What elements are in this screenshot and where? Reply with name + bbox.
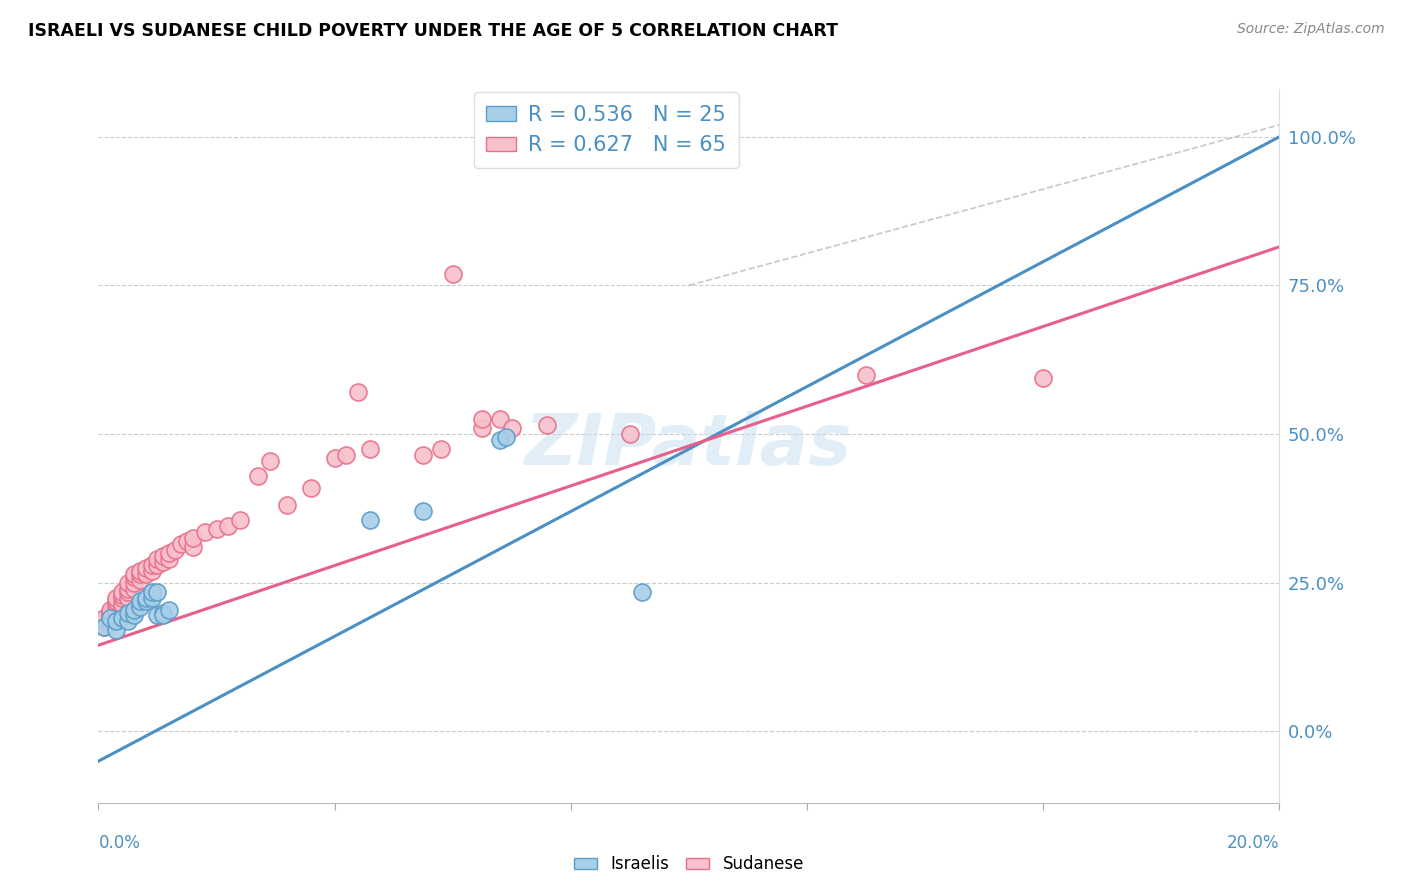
Point [412,504,434,518]
Point [141,584,163,599]
Point [135,593,157,607]
Point [111,588,134,602]
Point [111,597,134,611]
Point [157,602,180,616]
Text: ZIPatlas: ZIPatlas [526,411,852,481]
Point [128,566,150,581]
Text: 0.0%: 0.0% [98,834,141,852]
Point [229,513,252,527]
Point [146,584,169,599]
Point [181,531,204,545]
Point [105,597,128,611]
Point [98,602,121,616]
Point [259,454,281,468]
Text: ISRAELI VS SUDANESE CHILD POVERTY UNDER THE AGE OF 5 CORRELATION CHART: ISRAELI VS SUDANESE CHILD POVERTY UNDER … [28,22,838,40]
Point [205,522,228,536]
Point [105,615,128,629]
Point [489,433,512,447]
Point [141,558,163,572]
Point [105,602,128,616]
Point [146,608,169,623]
Point [135,566,157,581]
Point [105,606,128,620]
Text: 20.0%: 20.0% [1227,834,1279,852]
Point [1032,370,1054,384]
Point [276,499,298,513]
Point [323,450,346,465]
Point [619,427,641,442]
Point [105,593,128,607]
Point [335,448,357,462]
Point [111,591,134,605]
Point [157,552,180,566]
Point [489,412,512,426]
Point [135,591,157,605]
Point [412,448,434,462]
Point [122,608,145,623]
Point [117,582,139,596]
Point [111,611,134,625]
Point [430,442,453,456]
Point [98,615,121,629]
Point [176,534,198,549]
Point [471,412,494,426]
Point [471,421,494,435]
Point [165,543,187,558]
Point [630,584,652,599]
Point [122,582,145,596]
Point [194,525,217,540]
Point [122,575,145,590]
Point [495,430,517,444]
Point [128,573,150,587]
Point [122,566,145,581]
Point [246,468,269,483]
Point [98,606,121,620]
Point [347,385,370,400]
Point [117,615,139,629]
Point [93,611,115,625]
Point [117,575,139,590]
Point [117,606,139,620]
Point [128,564,150,578]
Point [122,570,145,584]
Point [146,552,169,566]
Point [141,564,163,578]
Point [122,602,145,616]
Point [152,606,174,620]
Point [93,620,115,634]
Point [181,540,204,554]
Point [105,624,128,638]
Point [98,611,121,625]
Point [117,584,139,599]
Point [98,608,121,623]
Point [299,481,322,495]
Point [93,615,115,629]
Point [157,546,180,560]
Point [93,620,115,634]
Point [135,561,157,575]
Point [141,591,163,605]
Point [111,584,134,599]
Point [146,558,169,572]
Point [441,267,464,281]
Point [128,593,150,607]
Point [501,421,523,435]
Legend: Israelis, Sudanese: Israelis, Sudanese [567,849,811,880]
Point [152,608,174,623]
Point [170,537,193,551]
Point [536,418,558,433]
Point [105,591,128,605]
Point [152,549,174,563]
Point [359,442,381,456]
Point [855,368,877,382]
Point [152,555,174,569]
Point [128,599,150,614]
Point [359,513,381,527]
Point [117,591,139,605]
Text: Source: ZipAtlas.com: Source: ZipAtlas.com [1237,22,1385,37]
Point [217,519,239,533]
